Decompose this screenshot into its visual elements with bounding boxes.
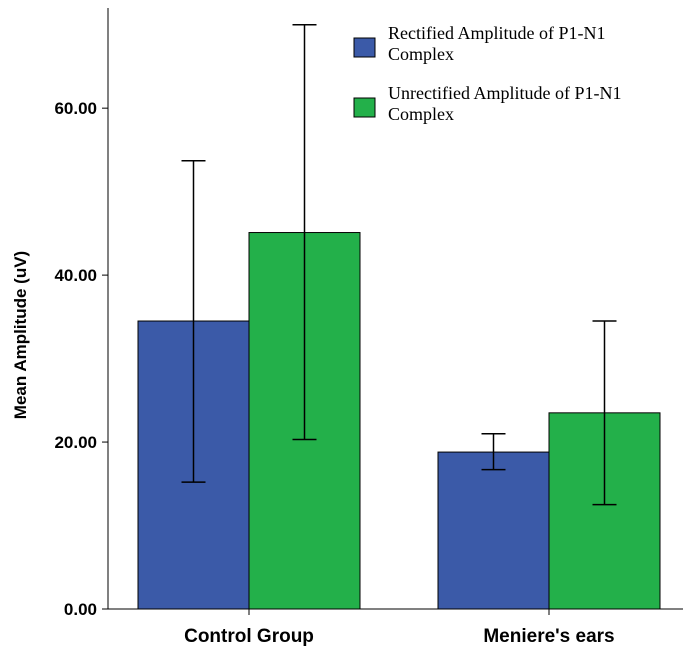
y-tick-label: 60.00	[54, 99, 97, 118]
legend-swatch-rectified	[353, 37, 376, 58]
x-category-label: Meniere's ears	[483, 626, 614, 647]
bars-layer	[137, 232, 661, 610]
x-category-label: Control Group	[184, 626, 314, 647]
legend: Rectified Amplitude of P1-N1 Complex Unrec…	[353, 23, 621, 124]
bar-rectified-1	[437, 451, 550, 610]
legend-swatch-unrectified	[353, 97, 376, 118]
y-axis-title: Mean Amplitude (uV)	[11, 251, 30, 419]
y-ticks-layer: 0.00 20.00 40.00 60.00	[54, 99, 108, 619]
error-bars-layer	[181, 23, 617, 506]
legend-label-unrectified: Unrectified Amplitude of P1-N1 Complex	[388, 83, 621, 124]
y-tick-label: 40.00	[54, 266, 97, 285]
y-tick-label: 0.00	[64, 600, 97, 619]
y-tick-label: 20.00	[54, 433, 97, 452]
legend-label-rectified: Rectified Amplitude of P1-N1 Complex	[388, 23, 605, 64]
x-category-layer: Control Group Meniere's ears	[184, 609, 615, 647]
